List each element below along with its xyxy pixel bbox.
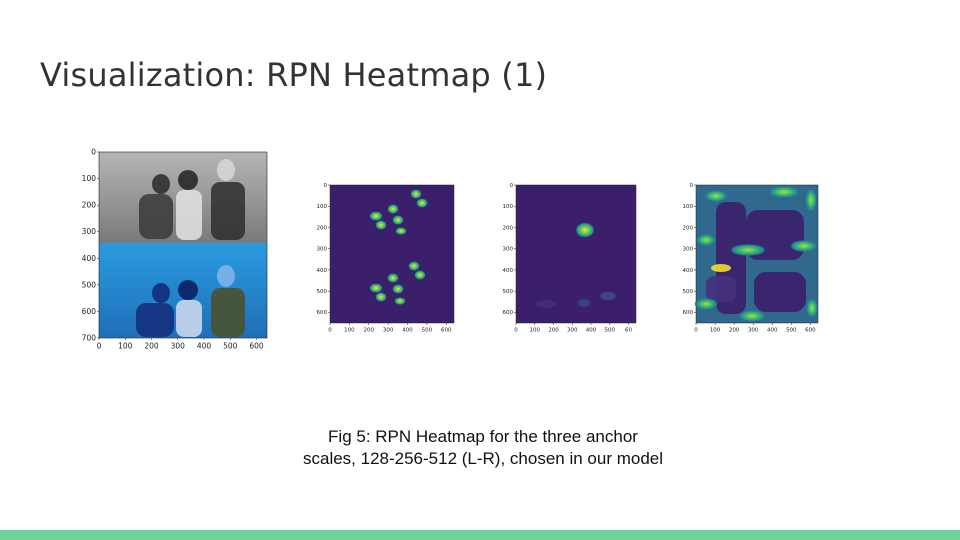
y-tick-label: 400 [82, 254, 97, 263]
heatmap-512-hotspots [694, 186, 818, 322]
heatmap-256-figure: 0 100 200 300 400 500 600 0 100 200 300 400 500 60 [496, 180, 646, 335]
heatmap-256-bg [516, 185, 636, 323]
x-tick-label: 300 [171, 342, 186, 351]
x-tick-label: 60 [625, 328, 632, 334]
heatmap-128-figure: 0 100 200 300 400 500 600 0 100 200 300 400 500 600 [312, 180, 462, 335]
heatmap-512-dark-regions [706, 202, 806, 314]
y-tick-label: 400 [503, 268, 514, 274]
y-tick-label: 200 [317, 225, 328, 231]
y-tick-label: 300 [317, 247, 328, 253]
y-tick-label: 600 [683, 310, 694, 316]
footer-accent-bar [0, 530, 960, 540]
y-tick-label: 100 [683, 204, 694, 210]
y-tick-label: 300 [503, 247, 514, 253]
x-tick-label: 600 [441, 328, 452, 334]
y-tick-label: 0 [690, 183, 694, 189]
x-tick-label: 200 [144, 342, 159, 351]
x-tick-label: 400 [767, 328, 778, 334]
x-tick-label: 200 [364, 328, 375, 334]
x-tick-label: 300 [383, 328, 394, 334]
y-tick-label: 300 [683, 247, 694, 253]
y-tick-label: 500 [317, 289, 328, 295]
input-image-figure: 0 100 200 300 400 500 600 700 0 100 200 300 400 500 6… [76, 146, 276, 356]
y-tick-label: 400 [317, 268, 328, 274]
y-tick-label: 500 [82, 280, 97, 289]
y-tick-label: 0 [91, 148, 96, 157]
y-tick-label: 200 [683, 225, 694, 231]
y-tick-label: 700 [82, 334, 97, 343]
x-tick-label: 200 [548, 328, 559, 334]
y-tick-label: 600 [317, 310, 328, 316]
y-tick-label: 200 [82, 201, 97, 210]
heatmap-256-svg: 0 100 200 300 400 500 600 0 100 200 300 400 500 60 [503, 183, 637, 334]
x-tick-label: 600 [249, 342, 264, 351]
heatmap-512-svg: 0 100 200 300 400 500 600 0 100 200 300 400 500 600 [683, 183, 819, 334]
blue-people [136, 265, 245, 337]
y-tick-label: 500 [503, 289, 514, 295]
y-tick-label: 300 [82, 227, 97, 236]
y-tick-label: 100 [503, 204, 514, 210]
y-tick-label: 500 [683, 289, 694, 295]
input-image-svg: 0 100 200 300 400 500 600 700 0 100 200 300 400 500 6… [82, 148, 268, 351]
x-tick-label: 500 [422, 328, 433, 334]
heatmap-512-figure: 0 100 200 300 400 500 600 0 100 200 300 400 500 600 [676, 180, 826, 335]
y-tick-label: 100 [82, 174, 97, 183]
heatmap-128-svg: 0 100 200 300 400 500 600 0 100 200 300 400 500 600 [317, 183, 455, 334]
x-tick-label: 100 [118, 342, 133, 351]
y-tick-label: 0 [510, 183, 514, 189]
x-tick-label: 400 [197, 342, 212, 351]
x-tick-label: 100 [710, 328, 721, 334]
x-tick-label: 0 [514, 328, 518, 334]
y-tick-label: 600 [82, 307, 97, 316]
x-tick-label: 400 [402, 328, 413, 334]
y-tick-label: 0 [324, 183, 328, 189]
slide-title: Visualization: RPN Heatmap (1) [40, 56, 548, 94]
x-tick-label: 500 [786, 328, 797, 334]
x-tick-label: 100 [530, 328, 541, 334]
y-tick-label: 600 [503, 310, 514, 316]
x-tick-label: 300 [567, 328, 578, 334]
x-tick-label: 0 [694, 328, 698, 334]
x-tick-label: 600 [805, 328, 816, 334]
x-tick-label: 100 [344, 328, 355, 334]
figure-caption: Fig 5: RPN Heatmap for the three anchor … [302, 427, 664, 468]
y-tick-label: 200 [503, 225, 514, 231]
x-tick-label: 300 [748, 328, 759, 334]
x-tick-label: 0 [97, 342, 102, 351]
grayscale-people [139, 159, 245, 240]
heatmap-128-hotspots [369, 189, 428, 305]
heatmap-256-hotspots [536, 222, 616, 308]
y-tick-label: 400 [683, 268, 694, 274]
x-tick-label: 0 [328, 328, 332, 334]
x-tick-label: 500 [605, 328, 616, 334]
x-tick-label: 200 [729, 328, 740, 334]
x-tick-label: 400 [586, 328, 597, 334]
x-tick-label: 500 [223, 342, 238, 351]
y-tick-label: 100 [317, 204, 328, 210]
